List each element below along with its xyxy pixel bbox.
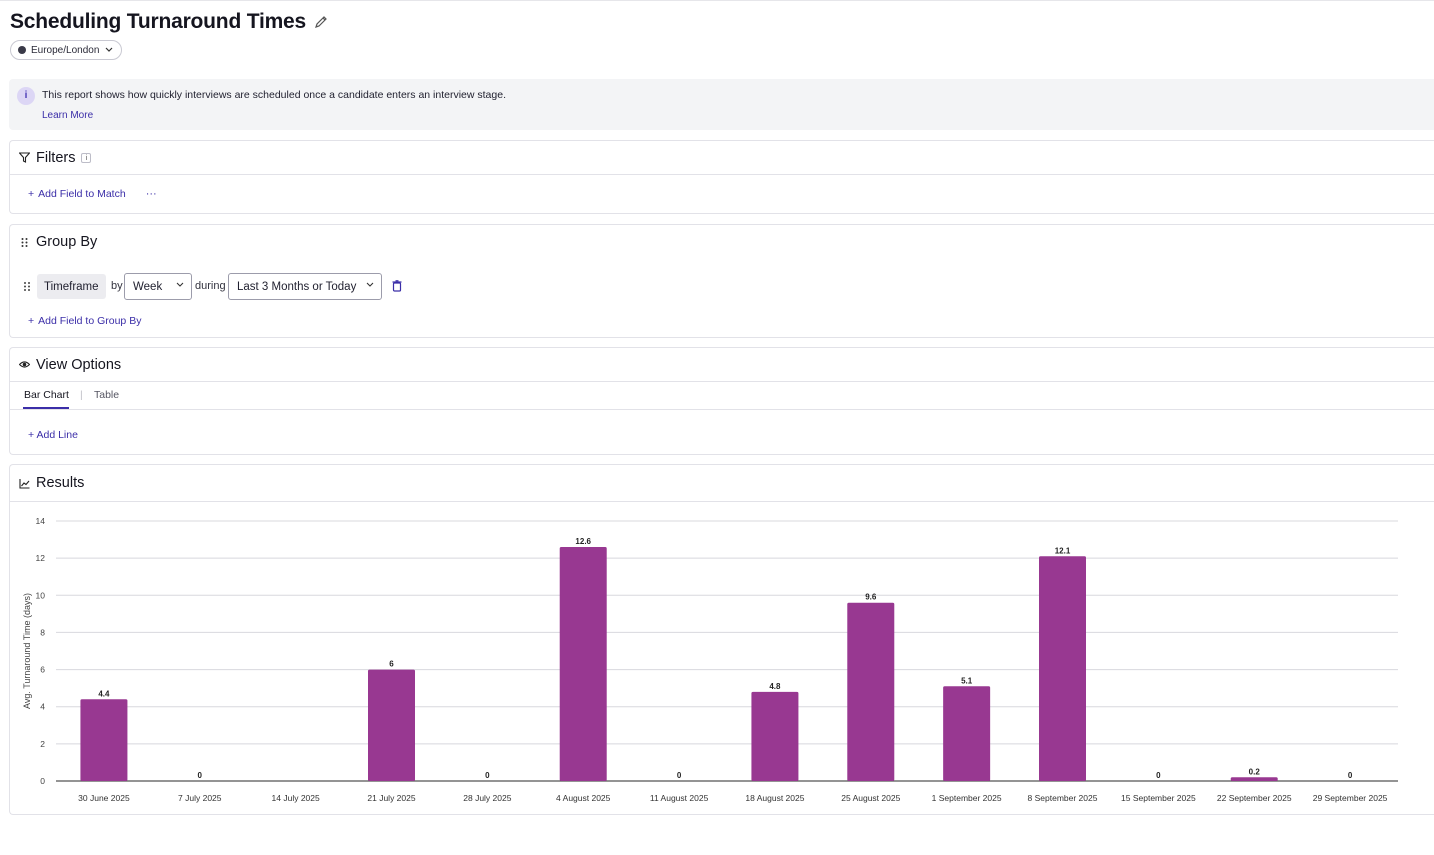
y-tick-label: 10	[36, 590, 46, 600]
results-panel: Results	[9, 464, 1434, 815]
bar-value-label: 9.6	[865, 593, 877, 602]
x-tick-label: 7 July 2025	[178, 793, 222, 803]
add-line-button[interactable]: + Add Line	[28, 429, 78, 441]
info-text: This report shows how quickly interviews…	[42, 89, 506, 101]
bar	[80, 699, 128, 781]
x-tick-label: 18 August 2025	[745, 793, 804, 803]
tabs-divider	[10, 409, 1434, 410]
bar-value-label: 0	[198, 771, 203, 780]
tab-separator: |	[80, 389, 83, 401]
y-tick-label: 6	[40, 665, 45, 675]
y-tick-label: 14	[36, 516, 46, 526]
x-tick-label: 21 July 2025	[367, 793, 415, 803]
results-title: Results	[36, 475, 85, 491]
during-label: during	[195, 280, 226, 292]
add-field-to-match-button[interactable]: + Add Field to Match	[28, 188, 126, 200]
info-banner: i This report shows how quickly intervie…	[9, 79, 1434, 130]
bar	[943, 686, 991, 781]
bar-value-label: 4.8	[769, 682, 781, 691]
interval-value: Week	[133, 280, 163, 293]
bar-value-label: 6	[389, 660, 394, 669]
plus-icon: +	[28, 315, 35, 327]
add-field-to-group-by-button[interactable]: + Add Field to Group By	[28, 315, 142, 327]
x-tick-label: 29 September 2025	[1313, 793, 1388, 803]
x-tick-label: 1 September 2025	[932, 793, 1002, 803]
bar	[1039, 556, 1086, 781]
bar	[559, 547, 607, 781]
interval-select[interactable]: Week	[124, 273, 192, 300]
x-tick-label: 11 August 2025	[650, 793, 709, 803]
view-options-title: View Options	[36, 356, 122, 373]
y-tick-label: 12	[36, 553, 46, 563]
bar-value-label: 0	[1156, 771, 1161, 780]
bar-value-label: 12.1	[1055, 546, 1071, 555]
bar-value-label: 0	[1348, 771, 1353, 780]
bar	[847, 602, 895, 781]
group-by-title: Group By	[36, 234, 98, 250]
plus-icon: +	[28, 188, 35, 200]
timezone-label: Europe/London	[31, 44, 100, 56]
x-tick-label: 22 September 2025	[1217, 793, 1292, 803]
y-axis-label: Avg. Turnaround Time (days)	[22, 593, 32, 709]
bar-value-label: 5.1	[961, 676, 973, 685]
x-tick-label: 14 July 2025	[272, 793, 320, 803]
y-tick-label: 8	[40, 627, 45, 637]
y-tick-label: 0	[40, 776, 45, 786]
bar-value-label: 0.2	[1249, 767, 1261, 776]
bar	[368, 669, 415, 781]
row-drag-handle-icon[interactable]	[23, 281, 31, 292]
funnel-icon	[19, 152, 30, 163]
view-options-panel: View Options Bar Chart | Table + Add Lin…	[9, 347, 1434, 455]
timezone-selector[interactable]: Europe/London	[10, 40, 123, 60]
results-header: Results	[10, 465, 1434, 502]
eye-icon	[19, 361, 30, 368]
learn-more-link[interactable]: Learn More	[42, 110, 94, 121]
pencil-icon[interactable]	[314, 15, 328, 29]
bar	[1230, 777, 1278, 781]
range-select[interactable]: Last 3 Months or Today	[228, 273, 382, 300]
group-by-panel: Group By Timeframe by Week during Last 3…	[9, 224, 1434, 338]
results-bar-chart: 0 2 4 6 8 10 12 14 Avg. Turnaround Time (days) 4.…	[22, 516, 1398, 803]
bar-value-label: 0	[485, 771, 490, 780]
by-label: by	[111, 280, 123, 292]
bar	[751, 691, 799, 781]
top-border	[0, 0, 1434, 1]
tab-table[interactable]: Table	[94, 389, 120, 401]
chevron-down-icon	[176, 282, 184, 287]
title-row: Scheduling Turnaround Times	[10, 9, 328, 35]
group-by-header: Group By	[10, 225, 1434, 259]
filters-title: Filters	[36, 149, 76, 166]
trash-icon[interactable]	[392, 280, 402, 292]
filters-header: Filters i	[10, 141, 1434, 175]
drag-handle-icon	[21, 237, 28, 247]
view-options-header: View Options	[10, 348, 1434, 382]
x-tick-label: 28 July 2025	[463, 793, 511, 803]
x-tick-label: 8 September 2025	[1028, 793, 1098, 803]
x-tick-label: 25 August 2025	[841, 793, 900, 803]
filters-info-icon[interactable]: i	[81, 152, 92, 163]
chevron-down-icon	[105, 47, 113, 52]
clock-icon	[18, 46, 26, 54]
tab-bar-chart[interactable]: Bar Chart	[24, 389, 69, 401]
bar-value-label: 12.6	[575, 537, 591, 546]
bar-value-label: 0	[677, 771, 682, 780]
info-icon: i	[17, 87, 35, 105]
x-tick-label: 4 August 2025	[556, 793, 611, 803]
filters-panel: Filters i + Add Field to Match ···	[9, 140, 1434, 214]
filters-more-button[interactable]: ···	[145, 188, 157, 200]
range-value: Last 3 Months or Today	[237, 280, 357, 293]
y-tick-label: 4	[40, 702, 45, 712]
chevron-down-icon	[366, 282, 374, 287]
y-tick-label: 2	[40, 739, 45, 749]
bar-value-label: 4.4	[98, 689, 110, 698]
page-title: Scheduling Turnaround Times	[10, 10, 307, 33]
active-tab-indicator	[23, 407, 69, 409]
x-tick-label: 15 September 2025	[1121, 793, 1196, 803]
x-tick-label: 30 June 2025	[78, 793, 130, 803]
timeframe-chip[interactable]: Timeframe	[37, 274, 106, 299]
line-chart-icon	[19, 478, 30, 489]
